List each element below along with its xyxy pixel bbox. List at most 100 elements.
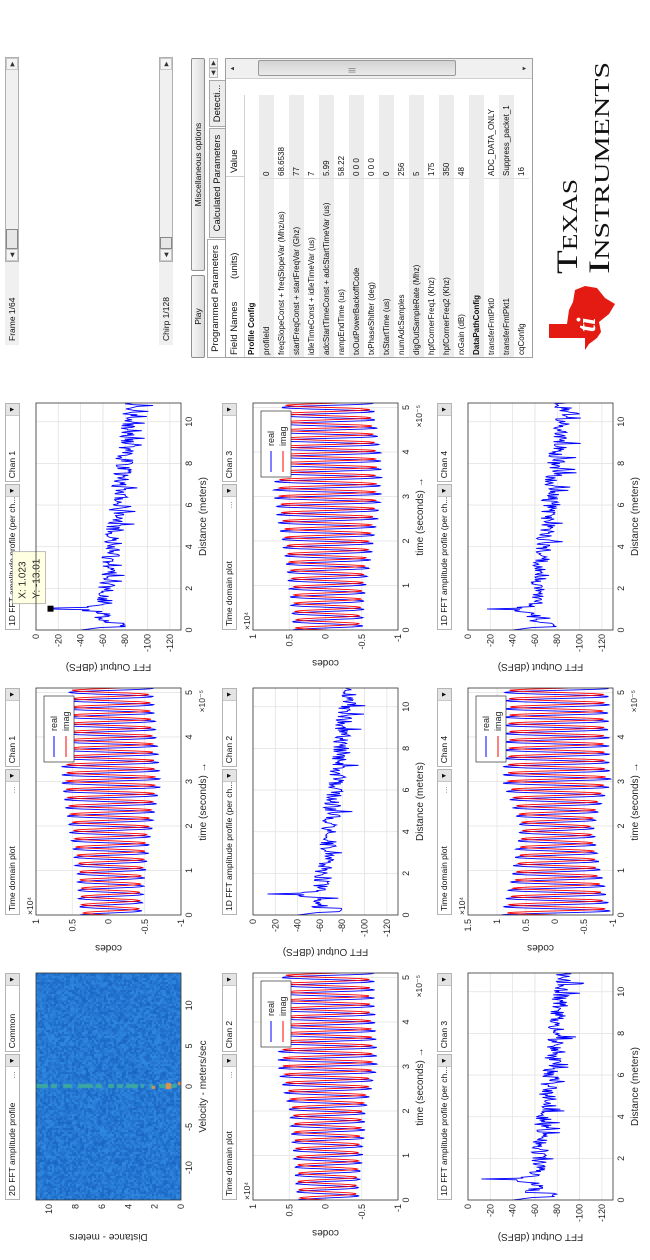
value-cell[interactable]: 350 — [439, 92, 454, 179]
scroll-up-arrow-icon[interactable]: ▲ — [230, 65, 236, 72]
table-row[interactable]: hpfCornerFreq2 (Khz) 350 — [439, 92, 454, 357]
scroll-down-arrow-icon[interactable]: ▼ — [522, 65, 528, 72]
plot-area[interactable] — [36, 403, 181, 630]
chirp-slider-left-arrow-icon[interactable]: ◀ — [160, 249, 172, 261]
y-tick-label: -1 — [393, 634, 403, 642]
frame-slider-left-arrow-icon[interactable]: ◀ — [6, 249, 18, 261]
x-tick-label: 1 — [184, 868, 194, 873]
header-units: (units) — [229, 252, 240, 279]
value-cell[interactable]: 175 — [424, 92, 439, 179]
plot-area[interactable] — [468, 403, 613, 630]
table-row[interactable]: DataPathConfig — [469, 95, 484, 357]
field-name-cell: txPhaseShifter (deg) — [367, 282, 376, 355]
tab-detection[interactable]: Detecti... — [209, 80, 225, 127]
table-row[interactable]: freqSlopeConst + freqSlopeVar (Mhz/us) 68… — [274, 92, 289, 357]
field-name-cell: rampEndTime (us) — [337, 289, 346, 355]
y-axis-label: codes — [527, 942, 554, 953]
table-row[interactable]: txPhaseShifter (deg) 0 0 0 — [364, 92, 379, 357]
table-row[interactable]: cqConfig 16 — [514, 92, 529, 357]
table-scrollbar[interactable]: ▲ ||| ▼ — [226, 59, 532, 79]
frame-slider-right-arrow-icon[interactable]: ▶ — [6, 58, 18, 70]
frame-slider[interactable]: ◀ ▶ — [5, 57, 19, 262]
y-tick-label: -0.5 — [357, 634, 367, 650]
y-tick-label: 0.5 — [67, 919, 77, 932]
field-name-cell: cqConfig — [517, 323, 526, 355]
plot-axes: 0 1 2 3 4 5 -1 -0.5 0 0.5 1 time (seconds) → codes ×1… — [242, 972, 426, 1238]
value-cell[interactable]: 0 — [379, 92, 394, 179]
scrollbar-thumb[interactable]: ||| — [258, 60, 456, 76]
chirp-slider[interactable]: ◀ ▶ — [159, 57, 173, 262]
x-tick-label: 4 — [401, 1019, 411, 1024]
value-cell[interactable]: 0 0 0 — [364, 92, 379, 179]
y-tick-label: 0 — [321, 634, 331, 639]
table-row[interactable]: transferFmtPkt1 Suppress_packet_1 — [499, 92, 514, 357]
tab-programmed-parameters[interactable]: Programmed Parameters — [207, 239, 226, 358]
y-tick-label: 4 — [123, 1204, 133, 1209]
value-cell[interactable]: 68.6538 — [274, 92, 289, 179]
plot-panel-fft: 1D FFT amplitude profile (per ch... ▼ Chan… — [437, 390, 650, 690]
table-row[interactable]: digOutSampleRate (Mhz) 5 — [409, 92, 424, 357]
legend-imag-label: imag — [493, 711, 503, 731]
frame-slider-thumb[interactable] — [6, 229, 18, 249]
plot-axes: 0 2 4 6 8 10 0 -20 -40 -60 -80 -100 -120 Distance (me… — [12, 402, 209, 672]
x-axis-label: Distance (meters) — [415, 762, 426, 841]
value-cell[interactable]: 0 — [259, 92, 274, 179]
table-row[interactable]: transferFmtPkt0 ADC_DATA_ONLY — [484, 92, 499, 357]
table-row[interactable]: hpfCornerFreq1 (Khz) 175 — [424, 92, 439, 357]
value-cell[interactable]: 256 — [394, 92, 409, 179]
tab-scroll-left-icon[interactable]: ◀ — [209, 68, 218, 78]
table-row[interactable]: txOutPowerBackoffCode 0 0 0 — [349, 92, 364, 357]
x-tick-label: 5 — [616, 690, 626, 695]
miscellaneous-options-button[interactable]: Miscellaneous options — [191, 58, 205, 271]
header-field-names: Field Names — [229, 301, 240, 355]
y-tick-label: 0.5 — [521, 919, 531, 932]
y-tick-label: 1 — [492, 919, 502, 924]
table-row[interactable]: Profile Config — [244, 95, 259, 357]
table-row[interactable]: txStartTime (us) 0 — [379, 92, 394, 357]
value-cell[interactable]: 48 — [454, 92, 469, 179]
chirp-slider-right-arrow-icon[interactable]: ▶ — [160, 58, 172, 70]
tab-scroll-right-icon[interactable]: ▶ — [209, 58, 218, 68]
tab-calculated-parameters[interactable]: Calculated Parameters — [209, 128, 225, 238]
y-tick-label: 1 — [248, 1204, 258, 1209]
value-cell[interactable]: ADC_DATA_ONLY — [484, 92, 499, 179]
table-header: Field Names (units) Value — [226, 95, 245, 357]
y-axis-label: FFT Output (dBFS) — [498, 1231, 583, 1242]
plot-area[interactable] — [253, 688, 398, 915]
y-tick-label: 2 — [150, 1204, 160, 1209]
table-row[interactable]: rxGain (dB) 48 — [454, 92, 469, 357]
value-cell[interactable]: Suppress_packet_1 — [499, 92, 514, 179]
plot-area[interactable] — [468, 973, 613, 1200]
play-button[interactable]: Play — [191, 275, 205, 358]
table-row[interactable]: numAdcSamples 256 — [394, 92, 409, 357]
value-cell[interactable]: 58.22 — [334, 92, 349, 179]
y-tick-label: -20 — [270, 919, 280, 932]
table-row[interactable]: rampEndTime (us) 58.22 — [334, 92, 349, 357]
x-tick-label: 0 — [401, 1197, 411, 1202]
plot-frame — [35, 972, 182, 1201]
value-cell[interactable]: 77 — [289, 92, 304, 179]
datatip-marker[interactable] — [47, 605, 54, 612]
table-row[interactable]: idleTimeConst + idleTimeVar (us) 7 — [304, 92, 319, 357]
x-tick-label: 2 — [616, 823, 626, 828]
plot-panel-time: Time domain plot... ▼ Chan 2 ▼ 0 1 2 3 4 5 -1 -0.5 0… — [222, 960, 437, 1260]
parameters-table[interactable]: Field Names (units) Value Profile Config… — [225, 58, 533, 358]
value-cell[interactable]: 16 — [514, 92, 529, 179]
value-cell[interactable]: 5 — [409, 92, 424, 179]
table-row[interactable]: profileId 0 — [259, 92, 274, 357]
chirp-slider-thumb[interactable] — [160, 237, 172, 249]
y-axis-label: Distance - meters — [69, 1231, 147, 1242]
y-tick-label: -40 — [508, 634, 518, 647]
value-cell[interactable]: 0 0 0 — [349, 92, 364, 179]
fft-series-line — [481, 973, 585, 1200]
y-tick-label: 0 — [31, 634, 41, 639]
value-cell[interactable]: 5.99 — [319, 92, 334, 179]
x-tick-label: 2 — [401, 1108, 411, 1113]
value-cell[interactable]: 7 — [304, 92, 319, 179]
y-tick-label: 0 — [550, 919, 560, 924]
table-row[interactable]: adcStartTimeConst + adcStartTimeVar (us)… — [319, 92, 334, 357]
imag-series-line — [506, 688, 607, 915]
field-name-cell: numAdcSamples — [397, 294, 406, 355]
table-row[interactable]: startFreqConst + startFreqVar (Ghz) 77 — [289, 92, 304, 357]
